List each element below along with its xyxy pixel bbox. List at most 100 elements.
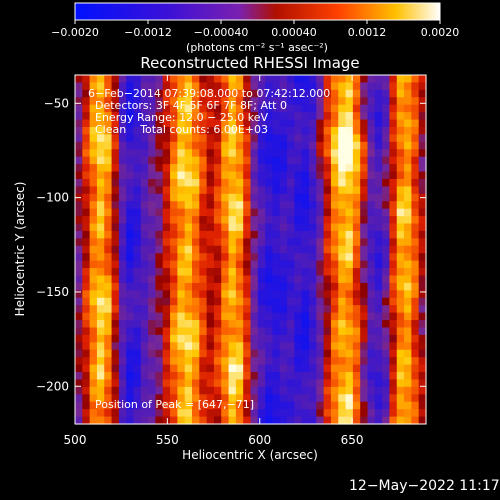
heatmap-cell (82, 416, 91, 425)
heatmap-cell (133, 372, 142, 381)
heatmap-cell (111, 416, 120, 425)
heatmap-cell (126, 186, 135, 195)
heatmap-cell (148, 305, 157, 314)
heatmap-cell (272, 156, 281, 165)
heatmap-cell (75, 156, 83, 165)
heatmap-cell (140, 416, 149, 425)
heatmap-cell (272, 282, 281, 291)
heatmap-cell (228, 320, 237, 329)
heatmap-cell (389, 260, 398, 269)
heatmap-cell (148, 104, 157, 113)
heatmap-cell (316, 364, 325, 373)
heatmap-cell (243, 82, 252, 91)
heatmap-cell (177, 164, 186, 173)
heatmap-cell (228, 364, 237, 373)
heatmap-cell (126, 334, 135, 343)
heatmap-cell (382, 334, 391, 343)
heatmap-cell (418, 349, 427, 358)
heatmap-cell (257, 342, 266, 351)
heatmap-cell (155, 253, 164, 262)
heatmap-cell (309, 164, 317, 173)
heatmap-cell (404, 290, 412, 299)
heatmap-cell (265, 149, 274, 158)
colorbar-tick-label: −0.0020 (51, 26, 99, 39)
heatmap-cell (133, 386, 142, 395)
heatmap-cell (148, 409, 157, 418)
heatmap-cell (96, 416, 105, 425)
heatmap-cell (243, 201, 252, 210)
heatmap-cell (367, 149, 376, 158)
heatmap-cell (265, 320, 274, 329)
heatmap-cell (374, 104, 383, 113)
colorbar-tick-label: 0.0020 (421, 26, 460, 39)
heatmap-cell (162, 178, 171, 187)
heatmap-cell (404, 216, 412, 225)
heatmap-cell (192, 268, 200, 277)
heatmap-cell (279, 342, 288, 351)
heatmap-cell (89, 141, 98, 150)
heatmap-cell (265, 364, 274, 373)
heatmap-cell (250, 164, 259, 173)
heatmap-cell (316, 164, 325, 173)
y-tick-label: −150 (36, 285, 69, 299)
heatmap-cell (294, 372, 303, 381)
heatmap-cell (82, 357, 91, 366)
heatmap-cell (206, 268, 215, 277)
heatmap-cell (148, 201, 157, 210)
heatmap-cell (133, 268, 142, 277)
heatmap-cell (177, 282, 186, 291)
heatmap-cell (111, 401, 120, 410)
heatmap-cell (323, 305, 332, 314)
heatmap-cell (140, 290, 149, 299)
heatmap-cell (404, 312, 412, 321)
heatmap-cell (301, 97, 310, 106)
heatmap-cell (294, 164, 303, 173)
heatmap-cell (396, 245, 405, 254)
heatmap-cell (287, 223, 295, 232)
heatmap-cell (338, 104, 347, 113)
heatmap-cell (126, 193, 135, 202)
heatmap-cell (272, 238, 281, 247)
heatmap-cell (170, 372, 178, 381)
heatmap-cell (330, 230, 339, 239)
heatmap-cell (257, 260, 266, 269)
heatmap-cell (243, 75, 252, 84)
heatmap-cell (148, 342, 157, 351)
heatmap-cell (177, 357, 186, 366)
heatmap-cell (148, 164, 157, 173)
heatmap-cell (396, 238, 405, 247)
heatmap-cell (235, 327, 244, 336)
heatmap-cell (279, 245, 288, 254)
heatmap-cell (213, 416, 222, 425)
heatmap-cell (82, 312, 91, 321)
heatmap-cell (89, 275, 98, 284)
heatmap-cell (235, 275, 244, 284)
heatmap-cell (111, 275, 120, 284)
heatmap-cell (221, 164, 230, 173)
heatmap-cell (148, 253, 157, 262)
heatmap-cell (177, 223, 186, 232)
heatmap-cell (338, 75, 347, 84)
heatmap-cell (396, 223, 405, 232)
heatmap-cell (221, 260, 230, 269)
heatmap-cell (338, 357, 347, 366)
heatmap-cell (250, 253, 259, 262)
colorbar: −0.0020 −0.0012 −0.00040 0.00040 0.0012 0.002… (51, 2, 460, 54)
heatmap-cell (75, 334, 83, 343)
heatmap-cell (235, 238, 244, 247)
heatmap-cell (111, 216, 120, 225)
heatmap-cell (323, 364, 332, 373)
heatmap-cell (126, 290, 135, 299)
heatmap-cell (104, 253, 113, 262)
heatmap-cell (89, 134, 98, 143)
heatmap-cell (228, 164, 237, 173)
heatmap-cell (243, 164, 252, 173)
heatmap-cell (126, 305, 135, 314)
heatmap-cell (228, 342, 237, 351)
heatmap-cell (257, 386, 266, 395)
heatmap-cell (279, 401, 288, 410)
heatmap-cell (89, 349, 98, 358)
heatmap-cell (89, 245, 98, 254)
heatmap-cell (75, 119, 83, 128)
heatmap-cell (382, 349, 391, 358)
